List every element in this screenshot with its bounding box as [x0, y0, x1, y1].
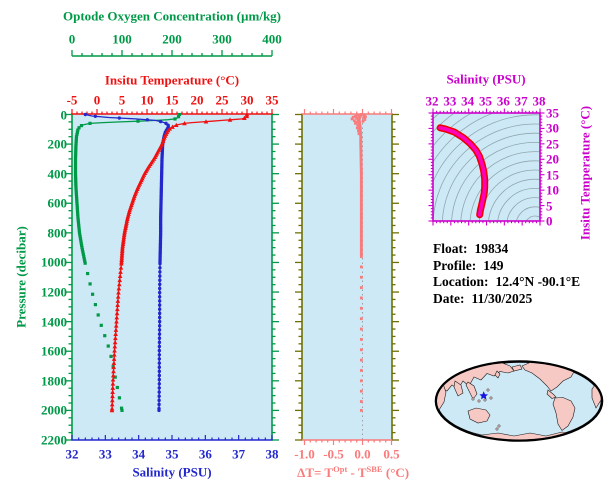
delta-title-sup-sbe: SBE	[366, 463, 383, 474]
tick-label: 34	[132, 446, 146, 462]
tick-label: 200	[162, 31, 182, 47]
date-row: Date: 11/30/2025	[433, 291, 580, 308]
delta-axis-title: ΔT= TOpt - TSBE (°C)	[285, 452, 409, 492]
tick-label: 10	[546, 182, 559, 198]
ts-curve	[436, 124, 489, 219]
tick-label: 32	[65, 446, 79, 462]
tick-label: 30	[240, 92, 254, 108]
tick-label: 400	[47, 166, 68, 182]
float-info-block: Float: 19834 Profile: 149 Location: 12.4°N …	[433, 241, 580, 307]
isopycnal-contours	[433, 113, 540, 221]
delta-t-curve	[350, 113, 367, 412]
temperature-axis-title: Insitu Temperature (°C)	[104, 72, 240, 88]
location-label: Location:	[433, 274, 489, 289]
tick-label: 800	[47, 225, 68, 241]
temperature-profile-curve	[109, 112, 250, 413]
tick-label: 36	[198, 446, 212, 462]
tick-label: 32	[425, 93, 439, 109]
tick-label: -1.0	[294, 446, 315, 462]
delta-title-part: - T	[347, 465, 367, 481]
ts-temperature-title: Insitu Temperature (°C)	[577, 105, 593, 241]
tick-label: 2200	[41, 432, 67, 448]
tick-label: 15	[165, 92, 179, 108]
tick-label: 1200	[41, 284, 67, 300]
pressure-axis-title: Pressure (decibar)	[13, 226, 29, 328]
tick-label: 35	[265, 92, 279, 108]
profile-value: 149	[483, 257, 504, 273]
tick-label: 5	[118, 92, 126, 108]
tick-label: 38	[532, 93, 546, 109]
delta-plot-area	[302, 114, 392, 440]
tick-label: 33	[443, 93, 457, 109]
tick-label: 1800	[41, 373, 67, 389]
tick-label: 36	[496, 93, 510, 109]
ts-salinity-title: Salinity (PSU)	[446, 71, 526, 87]
oxygen-profile-curve	[73, 112, 182, 413]
salinity-profile-curve	[83, 112, 171, 413]
date-label: Date:	[433, 290, 465, 306]
location-row: Location: 12.4°N -90.1°E	[433, 274, 580, 291]
profile-label: Profile:	[433, 257, 477, 273]
tick-label: 1400	[41, 314, 67, 330]
tick-label: 0	[68, 31, 76, 47]
tick-label: 10	[140, 92, 154, 108]
tick-label: 1600	[41, 343, 67, 359]
tick-label: 400	[262, 31, 282, 47]
tick-label: 200	[47, 136, 68, 152]
profile-row: Profile: 149	[433, 258, 580, 275]
tick-label: 2000	[41, 402, 67, 418]
tick-label: 20	[190, 92, 204, 108]
tick-label: 5	[546, 198, 553, 214]
tick-label: 15	[546, 167, 559, 183]
tick-label: 25	[215, 92, 229, 108]
date-value: 11/30/2025	[471, 290, 533, 306]
tick-label: -5	[66, 92, 78, 108]
tick-label: 1000	[41, 254, 67, 270]
oxygen-axis-title: Optode Oxygen Concentration (µm/kg)	[62, 8, 282, 24]
profile-plot-area	[72, 114, 272, 440]
tick-label: 100	[112, 31, 132, 47]
delta-title-part: ΔT= T	[297, 465, 334, 481]
tick-label: 37	[514, 93, 528, 109]
float-location-marker	[479, 391, 488, 400]
tick-label: 37	[232, 446, 246, 462]
delta-title-part: (°C)	[382, 465, 410, 481]
location-value: 12.4°N -90.1°E	[495, 274, 581, 289]
tick-label: 38	[265, 446, 279, 462]
tick-label: 35	[479, 93, 492, 109]
tick-label: 30	[546, 120, 559, 136]
tick-label: 0.5	[383, 446, 400, 462]
tick-label: -0.5	[323, 446, 344, 462]
delta-title-sup-opt: Opt	[333, 463, 348, 474]
tick-label: 35	[546, 105, 559, 121]
tick-label: 0	[60, 107, 68, 122]
float-value: 19834	[474, 241, 509, 256]
float-id-row: Float: 19834	[433, 241, 580, 258]
world-map	[434, 360, 604, 442]
float-label: Float:	[433, 241, 468, 256]
map-outline	[434, 360, 604, 442]
salinity-axis-title: Salinity (PSU)	[132, 464, 212, 480]
tick-label: 0	[93, 92, 101, 108]
tick-label: 25	[546, 136, 559, 152]
tick-label: 300	[212, 31, 232, 47]
tick-label: 35	[165, 446, 179, 462]
tick-label: 34	[461, 93, 475, 109]
tick-label: 20	[546, 151, 559, 167]
tick-label: 0.0	[354, 446, 371, 462]
tick-label: 600	[47, 195, 68, 211]
tick-label: 0	[546, 213, 553, 229]
tick-label: 33	[98, 446, 112, 462]
